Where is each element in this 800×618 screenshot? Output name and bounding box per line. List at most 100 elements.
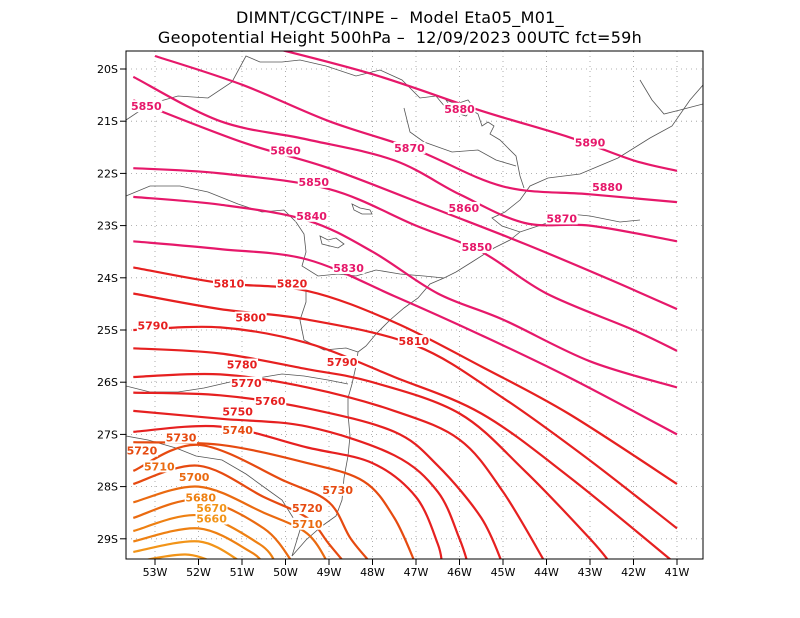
contour-line-5790 [133,347,609,559]
lon-tick-label: 53W [143,566,168,579]
contour-label-bg [254,395,287,408]
contour-label-bg [212,277,245,290]
contour-label: 5880 [592,181,623,194]
contour-label: 5790 [138,319,169,332]
contour-label-bg [545,212,578,225]
contour-label-bg [460,241,493,254]
contour-label: 5820 [277,278,308,291]
lon-tick-label: 52W [186,566,211,579]
lon-tick-label: 46W [447,566,472,579]
lon-tick-label: 44W [534,566,559,579]
lat-tick-label: 29S [97,533,118,546]
contour-line-5760 [133,409,468,559]
lon-tick-label: 49W [317,566,342,579]
lat-tick-label: 26S [97,376,118,389]
contour-label-bg [321,483,354,496]
contour-label: 5860 [449,202,480,215]
contour-line-5660 [144,553,209,559]
contour-label-bg [574,136,606,149]
contour-line-5720 [132,464,343,559]
contour-line-5770 [133,391,502,559]
contour-label-bg [130,100,163,113]
contour-label-bg [591,181,624,194]
contour-line-5690 [133,514,275,559]
contour-label: 5660 [196,513,227,526]
contour-label-bg [295,209,328,222]
contour-label: 5770 [231,377,262,390]
contour-line-5740 [133,441,415,559]
contour-label-bg [326,355,359,368]
state-border [126,55,525,189]
contour-label-bg [234,311,267,324]
contour-line-5750 [133,424,443,559]
contour-label: 5790 [327,356,358,369]
contour-label: 5890 [575,137,606,150]
contour-line-5700 [132,498,292,559]
contour-line-5800 [133,325,672,559]
lat-tick-label: 25S [97,324,118,337]
contour-line-5830 [133,240,678,436]
contour-label-bg [136,319,169,332]
contour-label: 5810 [214,278,245,291]
lat-tick-label: 22S [97,167,118,180]
state-border [126,185,445,279]
contour-label: 5780 [227,359,258,372]
contour-line-5840 [133,195,678,389]
contour-label: 5720 [292,502,323,515]
contour-label-bg [297,175,330,188]
contour-label-bg [226,358,258,371]
reservoir [351,203,373,215]
contour-label-bg [126,444,158,457]
contour-line-5710 [133,485,327,559]
contour-label-bg [221,405,254,418]
state-border [299,282,359,353]
contour-label: 5740 [222,424,253,437]
contour-label: 5680 [185,492,216,505]
lon-tick-label: 42W [621,566,646,579]
contour-label: 5850 [131,100,162,113]
lat-tick-label: 24S [97,272,118,285]
contour-label-bg [332,261,365,274]
contour-label: 5800 [235,312,266,325]
lat-tick-label: 27S [97,428,118,441]
contour-label-bg [143,460,176,473]
axis-ticks: 53W 52W 51W 50W 49W 48W 47W 46W 45W 44W 43W 42W 41W 2… [97,63,690,579]
reservoir [319,235,345,249]
contour-labels: 5880 5890 5880 5870 5870 5850 5860 5860 5850 5850… [126,100,624,531]
state-border [639,79,703,115]
contour-label-bg [221,423,254,436]
contour-label: 5730 [322,484,353,497]
contour-line-5890 [280,51,678,172]
contour-label-bg [195,502,228,515]
contour-line-5850 [133,167,678,352]
contour-label-bg [184,491,217,504]
contour-label: 5870 [394,142,425,155]
contour-label-bg [291,517,324,530]
contour-label-bg [443,102,476,115]
state-border [403,107,517,167]
plot-frame [125,50,704,560]
contour-label: 5700 [179,471,210,484]
contour-label-bg [397,335,430,348]
contour-line-5860 [132,99,678,311]
contour-label: 5850 [298,176,329,189]
contour-label: 5710 [292,518,323,531]
contour-label-bg [269,144,302,157]
contour-label: 5730 [166,432,197,445]
lon-tick-label: 51W [230,566,255,579]
contour-label: 5840 [296,210,327,223]
contour-label-bg [178,470,211,483]
contour-line-5670 [133,540,239,559]
map-title-line-2: Geopotential Height 500hPa – 12/09/2023 … [157,28,643,47]
contour-line-5780 [133,372,545,559]
contour-label: 5750 [222,406,253,419]
contour-label: 5860 [270,145,301,158]
contour-label-bg [195,512,228,525]
lon-tick-label: 45W [491,566,516,579]
contour-label: 5850 [462,241,493,254]
lat-tick-label: 21S [97,115,118,128]
lat-tick-label: 23S [97,220,118,233]
contour-line-5870 [132,75,678,243]
contour-label: 5670 [196,502,227,515]
